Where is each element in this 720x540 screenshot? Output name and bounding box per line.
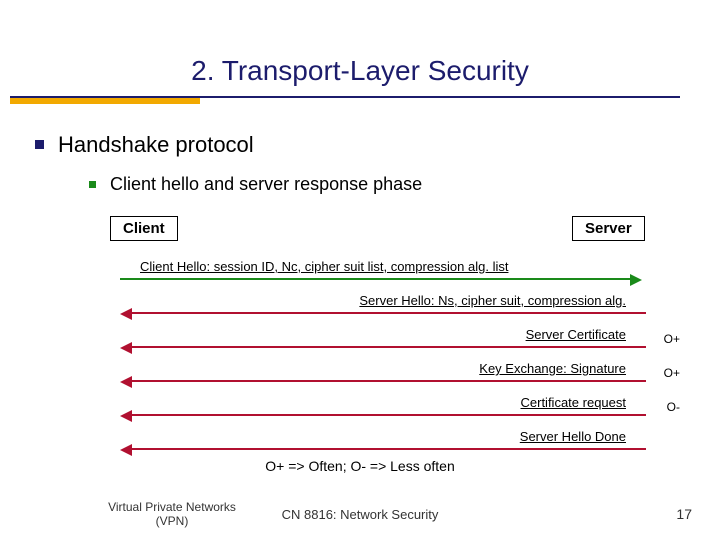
arrow-line (132, 414, 646, 416)
protocol-message: Key Exchange: SignatureO+ (120, 356, 650, 384)
arrow-line (132, 380, 646, 382)
message-label: Client Hello: session ID, Nc, cipher sui… (140, 259, 508, 274)
arrow-left-icon (120, 444, 132, 456)
arrow-line (132, 312, 646, 314)
footer-center: CN 8816: Network Security (0, 507, 720, 522)
protocol-message: Server Hello: Ns, cipher suit, compressi… (120, 288, 650, 316)
message-label: Key Exchange: Signature (479, 361, 626, 376)
title-accent-bar (10, 98, 200, 104)
arrow-left-icon (120, 376, 132, 388)
protocol-message: Certificate requestO- (120, 390, 650, 418)
legend-text: O+ => Often; O- => Less often (0, 458, 720, 474)
message-label: Server Hello: Ns, cipher suit, compressi… (359, 293, 626, 308)
message-sequence: Client Hello: session ID, Nc, cipher sui… (120, 248, 650, 452)
message-label: Certificate request (521, 395, 627, 410)
arrow-line (120, 278, 632, 280)
protocol-message: Server CertificateO+ (120, 322, 650, 350)
arrow-line (132, 346, 646, 348)
footer-page-number: 17 (676, 506, 692, 522)
client-endpoint-box: Client (110, 216, 178, 241)
message-label: Server Hello Done (520, 429, 626, 444)
message-label: Server Certificate (526, 327, 626, 342)
message-note: O+ (664, 332, 680, 346)
protocol-message: Client Hello: session ID, Nc, cipher sui… (120, 254, 650, 282)
protocol-message: Server Hello Done (120, 424, 650, 452)
server-endpoint-box: Server (572, 216, 645, 241)
arrow-line (132, 448, 646, 450)
bullet-level1: Handshake protocol (58, 132, 254, 158)
bullet-square-icon (35, 140, 44, 149)
arrow-left-icon (120, 342, 132, 354)
message-note: O- (667, 400, 680, 414)
slide-title: 2. Transport-Layer Security (0, 55, 720, 87)
message-note: O+ (664, 366, 680, 380)
bullet-square-icon (89, 181, 96, 188)
arrow-left-icon (120, 410, 132, 422)
bullet-level2: Client hello and server response phase (110, 174, 422, 195)
arrow-left-icon (120, 308, 132, 320)
arrow-right-icon (630, 274, 642, 286)
slide: 2. Transport-Layer Security Handshake pr… (0, 0, 720, 540)
